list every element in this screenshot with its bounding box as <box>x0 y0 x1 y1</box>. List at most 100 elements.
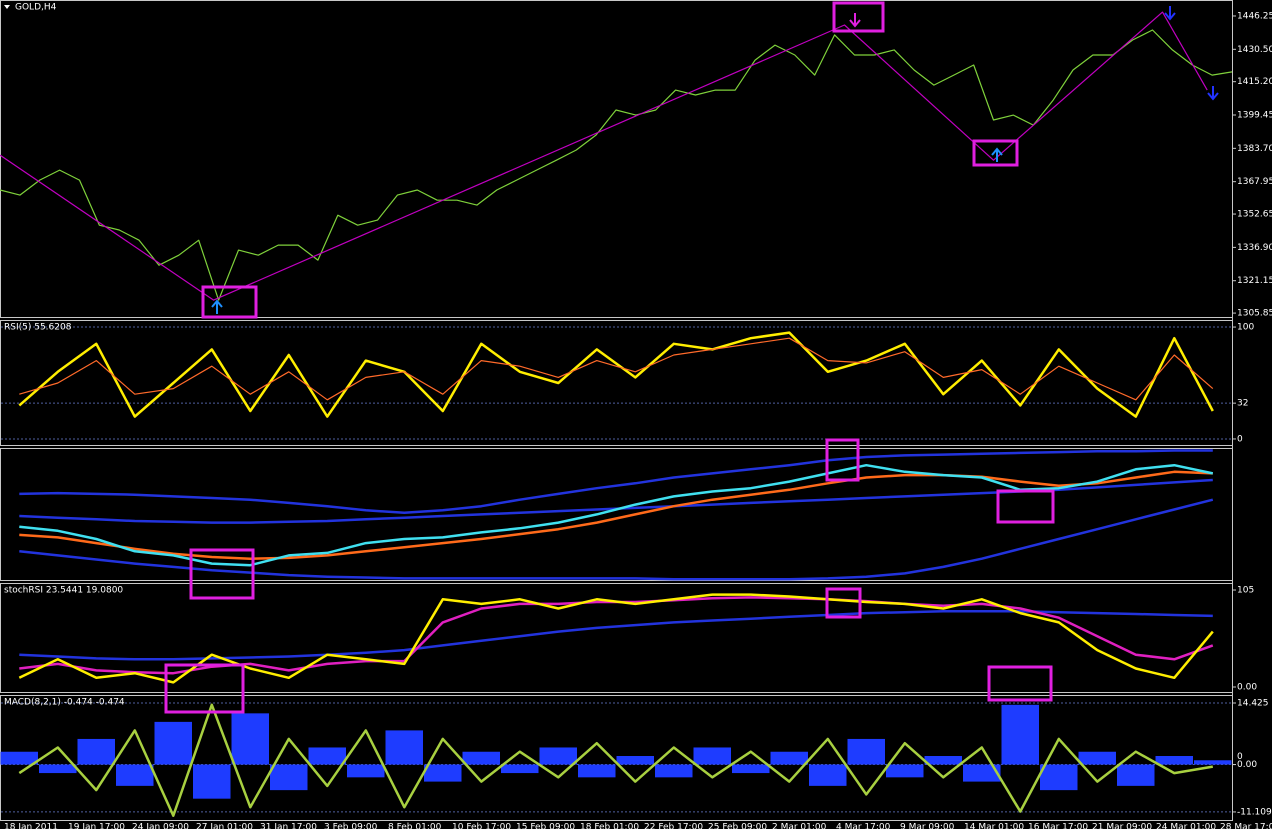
up-arrow <box>991 147 1003 162</box>
highlight-boxes <box>164 1 1055 714</box>
series-line <box>18 703 1214 817</box>
y-tick-label: 1383.70 <box>1237 144 1272 154</box>
histogram-bar <box>924 756 962 765</box>
y-tick-label: -11.109 <box>1237 807 1272 817</box>
time-label: 9 Mar 09:00 <box>900 823 955 829</box>
series-line <box>0 29 1233 301</box>
time-label: 21 Mar 09:00 <box>1092 823 1152 829</box>
histogram-bar <box>578 764 616 778</box>
time-label: 19 Jan 17:00 <box>68 823 125 829</box>
series-line <box>19 463 1214 567</box>
y-tick-label: 1399.45 <box>1237 111 1272 121</box>
time-label: 28 Mar 17:00 <box>1220 823 1272 829</box>
histogram-bar <box>886 764 924 778</box>
box <box>996 489 1055 524</box>
pane: 1446.25 1430.50 1415.20 1399.45 1383.70 1367.… <box>0 0 1272 319</box>
histogram-bar <box>347 764 385 778</box>
time-label: 3 Feb 09:00 <box>324 823 378 829</box>
pane <box>0 448 1233 581</box>
histogram-bar <box>424 764 462 782</box>
histogram-bar <box>116 764 154 786</box>
y-tick-label: 1446.25 <box>1237 11 1272 21</box>
series-line <box>19 337 1214 401</box>
box <box>972 139 1019 167</box>
series-line <box>19 498 1214 581</box>
y-tick-label: 0.00 <box>1237 683 1257 693</box>
y-tick-label: 1352.65 <box>1237 210 1272 220</box>
box <box>832 1 885 33</box>
y-tick-label: 100 <box>1237 323 1254 333</box>
time-label: 25 Feb 09:00 <box>708 823 767 829</box>
menu-triangle[interactable] <box>4 5 10 9</box>
histogram-bar <box>231 713 269 765</box>
time-label: 31 Jan 17:00 <box>260 823 317 829</box>
y-tick-label: 0 <box>1237 434 1243 444</box>
y-tick-label: 1367.95 <box>1237 177 1272 187</box>
time-label: 15 Feb 09:00 <box>516 823 575 829</box>
y-tick-label: 1336.90 <box>1237 243 1272 253</box>
series-line <box>18 593 1214 684</box>
time-label: 16 Mar 17:00 <box>1028 823 1088 829</box>
y-tick-label: 0.00 <box>1237 760 1257 770</box>
pane-title: stochRSI 23.5441 19.0800 <box>4 586 123 596</box>
histogram-bar <box>154 721 192 765</box>
histogram-bar <box>1194 760 1232 765</box>
box <box>987 665 1053 702</box>
series-line <box>18 331 1214 418</box>
time-label: 2 Mar 01:00 <box>772 823 827 829</box>
box <box>825 438 860 482</box>
histogram-bar <box>1040 764 1078 791</box>
histogram-bar <box>270 764 308 791</box>
histogram-bar <box>655 764 693 778</box>
y-tick-label: 1305.85 <box>1237 309 1272 319</box>
histogram-bar <box>693 747 731 765</box>
histogram-bar <box>1001 704 1039 765</box>
histogram-bar <box>0 751 38 765</box>
time-label: 24 Mar 01:00 <box>1156 823 1216 829</box>
histogram-bar <box>385 730 423 765</box>
histogram-bar <box>963 764 1001 782</box>
histogram-bar <box>77 738 115 765</box>
histogram-bar <box>1155 756 1193 765</box>
y-tick-label: 1430.50 <box>1237 45 1272 55</box>
time-label: 4 Mar 17:00 <box>836 823 891 829</box>
y-tick-label: 1415.20 <box>1237 77 1272 87</box>
down-arrow <box>1164 6 1176 21</box>
box <box>189 548 255 600</box>
histogram-bar <box>193 764 231 799</box>
series-line <box>19 449 1213 515</box>
y-tick-label: 1321.15 <box>1237 276 1272 286</box>
up-arrow <box>211 299 223 314</box>
y-tick-label: 32 <box>1237 399 1248 409</box>
series-line <box>19 470 1213 560</box>
series-line <box>0 11 1208 301</box>
histogram-bar <box>616 756 654 765</box>
time-label: 18 Jan 2011 <box>4 823 58 829</box>
time-label: 8 Feb 01:00 <box>388 823 442 829</box>
histogram-bar <box>462 751 500 765</box>
box <box>825 587 862 619</box>
time-label: 24 Jan 09:00 <box>132 823 189 829</box>
pane: 14.425 00.00 -11.109 MACD(8,2,1) -0.474 -0.… <box>0 695 1272 829</box>
histogram-bar <box>847 738 885 765</box>
histogram-bar <box>732 764 770 774</box>
histogram-bar <box>770 751 808 765</box>
box <box>201 285 258 319</box>
histogram-bar <box>39 764 77 774</box>
pane-title: GOLD,H4 <box>15 3 57 13</box>
time-label: 22 Feb 17:00 <box>644 823 703 829</box>
pane-title: RSI(5) 55.6208 <box>4 323 72 333</box>
histogram-bar <box>308 747 346 765</box>
down-arrow <box>849 13 861 28</box>
histogram-bar <box>809 764 847 786</box>
y-tick-label: 14.425 <box>1237 698 1269 708</box>
time-label: 27 Jan 01:00 <box>196 823 253 829</box>
y-tick-label: 0 <box>1237 752 1243 762</box>
down-arrow <box>1207 86 1219 101</box>
pane-title: MACD(8,2,1) -0.474 -0.474 <box>4 698 125 708</box>
time-label: 10 Feb 17:00 <box>452 823 511 829</box>
histogram-bar <box>539 747 577 765</box>
box <box>164 663 245 714</box>
